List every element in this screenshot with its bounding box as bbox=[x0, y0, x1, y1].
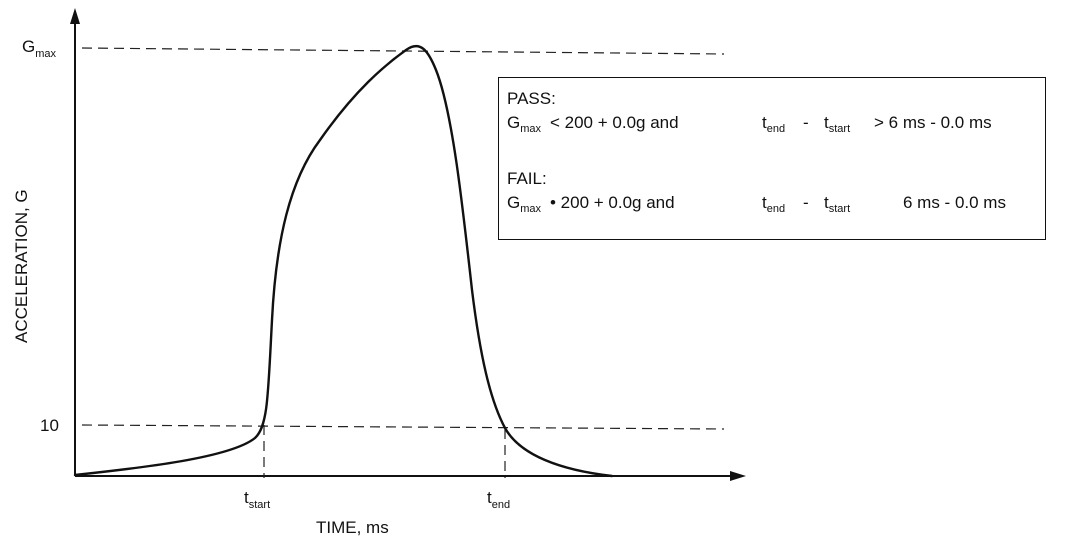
acceleration-pulse-curve bbox=[73, 44, 614, 478]
pass-g: Gmax bbox=[507, 113, 542, 135]
pass-minus: - bbox=[803, 113, 809, 132]
x-tick-tstart: tstart bbox=[244, 488, 270, 511]
fail-cond: • 200 + 0.0g and bbox=[550, 193, 675, 212]
g10-reference-line bbox=[81, 424, 725, 430]
pass-cond: < 200 + 0.0g and bbox=[550, 113, 679, 132]
fail-cond2: 6 ms - 0.0 ms bbox=[903, 193, 1006, 212]
fail-condition: Gmax • 200 + 0.0g and tend - tstart 6 ms… bbox=[507, 194, 1047, 218]
criteria-box: PASS: Gmax < 200 + 0.0g and tend - tstar… bbox=[498, 77, 1046, 240]
pass-condition: Gmax < 200 + 0.0g and tend - tstart > 6 … bbox=[507, 114, 1047, 138]
x-axis-arrow-icon bbox=[730, 471, 746, 481]
fail-t-start: tstart bbox=[824, 193, 851, 215]
pass-t-start: tstart bbox=[824, 113, 851, 135]
y-axis-label: ACCELERATION, G bbox=[12, 189, 31, 343]
y-tick-10: 10 bbox=[40, 416, 59, 435]
fail-minus: - bbox=[803, 193, 809, 212]
pass-cond2: > 6 ms - 0.0 ms bbox=[874, 113, 992, 132]
y-axis-arrow-icon bbox=[70, 8, 80, 24]
y-tick-gmax: Gmax bbox=[22, 37, 57, 60]
fail-g: Gmax bbox=[507, 193, 542, 215]
pass-header: PASS: bbox=[507, 89, 556, 108]
x-tick-tend: tend bbox=[487, 488, 510, 511]
pass-t-end: tend bbox=[762, 113, 786, 135]
x-axis-label: TIME, ms bbox=[316, 518, 389, 537]
fail-t-end: tend bbox=[762, 193, 786, 215]
fail-header: FAIL: bbox=[507, 169, 547, 188]
